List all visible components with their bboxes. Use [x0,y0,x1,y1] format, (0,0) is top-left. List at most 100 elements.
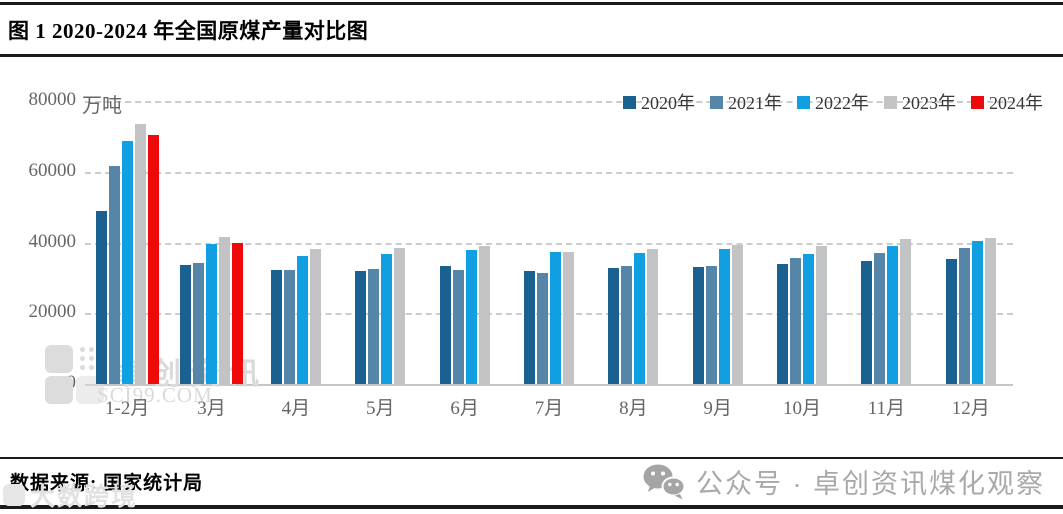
legend-swatch [884,95,897,109]
bar-2023年 [219,236,231,384]
bar-2022年 [465,249,477,384]
bar-2024年 [147,134,159,384]
wechat-watermark-text: 公众号 · 卓创资讯煤化观察 [696,469,1045,499]
x-axis-label: 4月 [281,398,311,419]
y-axis-tick: 60000 [28,159,77,181]
legend-item: 2020年 [623,89,695,115]
gridline [85,101,1013,103]
bar-group: 1-2月 [85,101,169,419]
bar-2023年 [731,244,743,384]
bar-group: 9月 [676,101,760,419]
bar-group: 5月 [338,101,422,419]
bar-2022年 [296,255,308,384]
figure-header: 图 1 2020-2024 年全国原煤产量对比图 [0,5,1063,54]
bar-2022年 [206,243,218,384]
x-axis-label: 6月 [450,398,479,419]
legend-item: 2021年 [710,89,782,115]
y-axis-unit: 万吨 [82,95,122,117]
bar-2020年 [945,259,957,384]
legend-label: 2024年 [989,93,1043,113]
bar-2020年 [95,211,107,384]
dashukuajing-watermark-text: 大数跨境 [30,483,139,511]
top-border-rule [0,2,1063,5]
bar-2021年 [108,166,120,384]
dashukuajing-watermark: 大数跨境 [3,477,138,513]
bar-2023年 [562,251,574,384]
x-axis-label: 10月 [783,398,822,419]
bar-2024年 [232,242,244,384]
gridline [85,242,1013,245]
bar-2023年 [309,249,321,384]
legend-item: 2023年 [884,89,956,115]
bar-2022年 [971,241,983,384]
bar-group: 3月 [169,101,253,419]
bar-2022年 [887,245,899,384]
bar-2020年 [608,267,620,384]
y-axis-tick: 40000 [28,230,77,252]
legend-swatch [971,95,984,109]
x-axis-label: 11月 [867,398,906,419]
dashukuajing-logo-icon [3,484,25,506]
sci-watermark-url: SCI99.COM [97,383,213,407]
bar-group: 11月 [844,101,928,419]
x-axis-label: 9月 [703,398,732,419]
figure-title: 图 1 2020-2024 年全国原煤产量对比图 [8,19,369,43]
x-axis-label: 8月 [619,398,648,419]
chart-legend: 2020年 2021年 2022年 2023年 2024年 [623,89,1043,115]
bottom-border-rule [0,505,1063,509]
wechat-icon [643,464,686,499]
legend-item: 2024年 [971,89,1043,115]
bar-group: 12月 [929,101,1013,419]
bar-2020年 [523,270,535,384]
bar-groups: 1-2月 3月 4月 5月 6月 7月 8月 9月 10月 11月 12月 [85,101,1013,419]
gridline [85,171,1013,174]
bar-2020年 [777,264,789,384]
bar-2021年 [958,247,970,384]
x-axis-label: 5月 [365,398,395,419]
bar-2021年 [705,265,717,384]
legend-label: 2022年 [815,93,869,113]
bar-group: 8月 [591,101,675,419]
bar-2023年 [984,238,996,384]
bar-2020年 [439,266,451,384]
bar-2022年 [718,248,730,384]
bar-2021年 [368,268,380,384]
bar-2022年 [803,253,815,384]
data-source-label: 数据来源: 国家统计局 [10,473,204,494]
bar-2021年 [790,257,802,384]
y-axis-tick: 80000 万吨 [28,89,123,117]
x-axis-label: 12月 [951,398,990,419]
bar-2021年 [621,265,633,384]
gridline [85,313,1013,316]
bar-2020年 [270,270,282,384]
footer-top-rule [0,457,1063,459]
bar-2021年 [874,252,886,384]
chart-region: 卓创资讯 SCI99.COM 1-2月3月4月5月6月7月8月9月10月11月1… [0,57,1063,457]
bar-group: 7月 [507,101,591,419]
bar-2021年 [283,270,295,384]
bar-2023年 [647,248,659,384]
chart-plot: 卓创资讯 SCI99.COM 1-2月3月4月5月6月7月8月9月10月11月1… [45,101,1013,419]
bar-2023年 [900,238,912,384]
bar-2021年 [536,272,548,384]
legend-swatch [623,95,636,109]
bar-2021年 [193,263,205,384]
bar-2020年 [180,264,192,384]
bar-group: 6月 [422,101,506,419]
bar-2023年 [134,124,146,384]
bar-2023年 [478,246,490,384]
bar-2020年 [861,261,873,384]
legend-item: 2022年 [797,89,869,115]
bar-2023年 [816,246,828,384]
wechat-watermark: 公众号 · 卓创资讯煤化观察 [642,462,1045,501]
bar-group: 4月 [254,101,338,419]
x-axis-label: 1-2月 [105,398,150,419]
bar-2020年 [692,266,704,384]
legend-label: 2020年 [641,93,695,113]
bar-2022年 [634,253,646,384]
header-border-rule [0,54,1063,57]
bar-2021年 [452,269,464,384]
figure-footer: 数据来源: 国家统计局 大数跨境 公众号 · 卓创资讯煤化观察 [0,459,1063,511]
legend-label: 2021年 [728,93,782,113]
bar-2022年 [549,252,561,384]
